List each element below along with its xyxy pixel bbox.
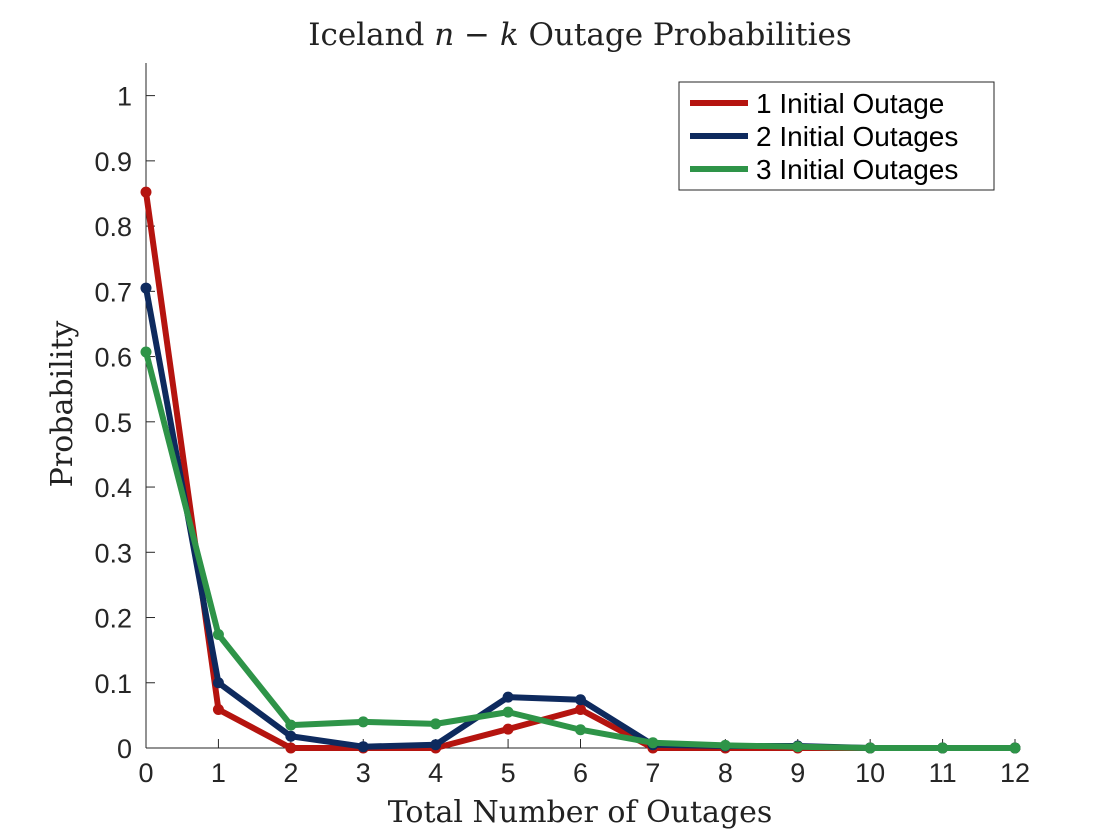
data-point	[140, 282, 152, 294]
chart-title: Iceland n − k Outage Probabilities	[308, 17, 852, 53]
data-point	[430, 739, 442, 751]
y-tick-label: 0.8	[94, 212, 132, 242]
legend-item: 1 Initial Outage	[690, 88, 944, 119]
data-point	[575, 694, 586, 706]
data-point	[792, 741, 804, 753]
legend-item: 3 Initial Outages	[690, 154, 958, 185]
series-2	[140, 282, 1021, 754]
data-point	[502, 691, 514, 703]
chart-title-prefix: Iceland	[308, 17, 434, 53]
series-line	[143, 285, 1018, 751]
data-point	[140, 186, 152, 198]
chart-title-suffix: Outage Probabilities	[519, 17, 852, 53]
x-tick-label: 9	[790, 758, 805, 788]
data-point	[937, 742, 949, 754]
data-point	[647, 737, 659, 749]
y-tick-label: 0.4	[94, 473, 132, 503]
y-tick-label: 0	[117, 734, 132, 764]
x-tick-label: 3	[356, 758, 371, 788]
x-tick-label: 8	[718, 758, 733, 788]
y-tick-label: 1	[117, 82, 132, 112]
y-tick-label: 0.1	[94, 669, 132, 699]
y-tick-label: 0.7	[94, 277, 132, 307]
data-point	[212, 704, 224, 716]
data-point	[285, 719, 297, 731]
data-point	[212, 677, 224, 689]
y-tick-label: 0.6	[94, 343, 132, 373]
y-tick-label: 0.9	[94, 147, 132, 177]
x-tick-label: 12	[1000, 758, 1030, 788]
data-point	[430, 718, 442, 730]
data-point	[864, 742, 876, 754]
data-point	[285, 742, 297, 754]
legend-label: 1 Initial Outage	[756, 88, 944, 119]
plot-area	[140, 186, 1021, 754]
legend-label: 3 Initial Outages	[756, 154, 958, 185]
data-point	[357, 716, 369, 728]
series-line	[143, 189, 1018, 751]
legend-item: 2 Initial Outages	[690, 121, 958, 152]
chart-title-math: n − k	[434, 17, 518, 53]
x-tick-label: 0	[138, 758, 153, 788]
x-tick-label: 7	[645, 758, 660, 788]
data-point	[357, 741, 369, 753]
x-tick-label: 1	[211, 758, 226, 788]
series-1	[140, 186, 1021, 754]
x-tick-label: 11	[929, 758, 957, 788]
axes: 00.10.20.30.40.50.60.70.80.910 1 2 3 4 5 6 7 8 9 1…	[94, 63, 1030, 788]
x-axis-label: Total Number of Outages	[388, 795, 773, 830]
data-point	[1009, 742, 1021, 754]
series-line	[143, 349, 1018, 751]
y-tick-label: 0.2	[94, 604, 132, 634]
data-point	[285, 730, 297, 742]
y-axis-label: Probability	[45, 321, 80, 488]
data-point	[140, 346, 152, 358]
y-tick-label: 0.3	[94, 538, 132, 568]
x-tick-label: 4	[428, 758, 443, 788]
x-tick-label: 2	[283, 758, 298, 788]
data-point	[719, 739, 731, 751]
data-point	[502, 706, 514, 718]
series-3	[140, 346, 1021, 754]
x-tick-label: 5	[501, 758, 516, 788]
legend-label: 2 Initial Outages	[756, 121, 958, 152]
data-point	[575, 704, 586, 716]
x-tick-label: 6	[573, 758, 588, 788]
data-point	[212, 628, 224, 640]
data-point	[502, 723, 514, 735]
x-tick-label: 10	[855, 758, 885, 788]
y-tick-label: 0.5	[94, 408, 132, 438]
data-point	[575, 724, 586, 736]
